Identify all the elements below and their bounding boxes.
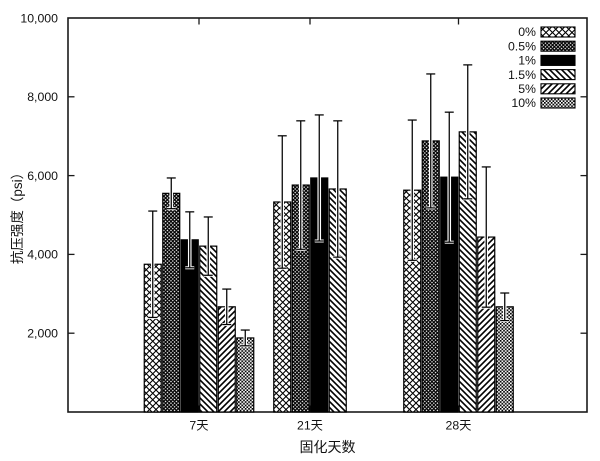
legend-item: 1.5% (508, 68, 576, 82)
legend: 0%0.5%1%1.5%5%10% (508, 25, 576, 110)
x-category-label: 28天 (446, 419, 472, 433)
legend-item: 5% (518, 82, 576, 96)
bar (162, 192, 181, 413)
y-tick-label: 2,000 (27, 327, 58, 341)
legend-label: 10% (511, 96, 536, 110)
legend-item: 1% (518, 54, 576, 68)
x-axis-title: 固化天数 (300, 439, 356, 455)
legend-item: 10% (511, 96, 576, 110)
legend-swatch (540, 83, 576, 95)
legend-swatch (540, 40, 576, 52)
legend-label: 1.5% (508, 68, 536, 82)
bar (236, 337, 255, 413)
legend-swatch (540, 97, 576, 109)
legend-item: 0.5% (508, 39, 576, 53)
bar (495, 306, 514, 413)
bars (143, 131, 514, 413)
y-axis-title: 抗压强度（psi） (10, 166, 25, 264)
legend-label: 0.5% (508, 39, 536, 53)
legend-swatch (540, 69, 576, 81)
x-category-label: 21天 (297, 419, 323, 433)
error-bars (148, 63, 510, 348)
y-tick-label: 6,000 (27, 169, 58, 183)
legend-label: 0% (518, 25, 536, 39)
legend-swatch (540, 26, 576, 38)
y-tick-label: 8,000 (27, 90, 58, 104)
x-category-label: 7天 (189, 419, 208, 433)
y-tick-label: 4,000 (27, 248, 58, 262)
y-tick-label: 10,000 (20, 11, 58, 25)
legend-label: 5% (518, 82, 536, 96)
legend-swatch (540, 54, 576, 66)
legend-label: 1% (518, 54, 536, 68)
legend-item: 0% (518, 25, 576, 39)
